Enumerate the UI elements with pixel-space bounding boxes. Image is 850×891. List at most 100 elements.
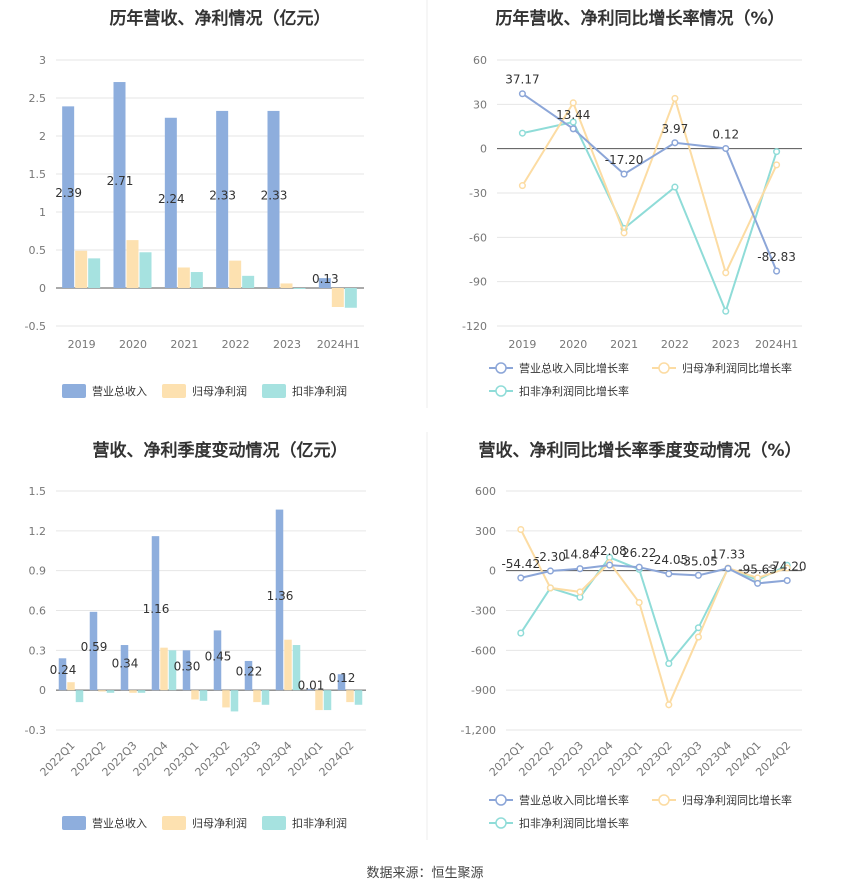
bar-deducted-profit: [292, 645, 301, 691]
point-net-growth: [517, 525, 525, 534]
bar-net-profit: [67, 682, 75, 691]
y-tick-label: 2: [39, 130, 46, 143]
bar-deducted-profit: [344, 288, 357, 308]
point-deducted-growth: [665, 660, 673, 668]
point-net-growth: [671, 94, 679, 102]
point-revenue-growth: [754, 579, 762, 587]
y-tick-label: -0.5: [25, 320, 46, 333]
bar-data-label: 2.33: [209, 188, 236, 202]
legend-label: 营业总收入同比增长率: [519, 793, 629, 807]
bar-revenue: [164, 117, 177, 288]
line-data-label: -2.30: [535, 550, 566, 564]
bar-deducted-profit: [261, 690, 270, 705]
legend-swatch: [62, 816, 86, 830]
bar-revenue: [267, 110, 280, 288]
point-revenue-growth: [694, 571, 702, 579]
y-tick-label: 60: [473, 54, 487, 67]
legend-label: 营业总收入: [92, 816, 147, 830]
line-data-label: 17.33: [711, 547, 745, 561]
line-net-growth: [521, 95, 778, 276]
x-tick-label: 2019: [508, 338, 536, 351]
bar-deducted-profit: [106, 690, 115, 693]
legend-label: 扣非净利润: [292, 384, 347, 398]
data-source-note: 数据来源：恒生聚源: [366, 866, 484, 881]
line-data-label: -17.20: [605, 153, 644, 167]
bar-revenue: [62, 106, 75, 288]
x-tick-label: 2022: [661, 338, 689, 351]
point-revenue-growth: [783, 576, 791, 585]
bar-data-label: 0.22: [236, 665, 263, 679]
bar-data-label: 0.45: [205, 649, 232, 663]
point-revenue-growth: [546, 567, 554, 575]
bar-deducted-profit: [75, 690, 84, 703]
legend-swatch: [495, 794, 507, 806]
legend-label: 归母净利润: [192, 384, 247, 398]
bar-deducted-profit: [242, 275, 255, 288]
legend-label: 归母净利润: [192, 816, 247, 830]
bar-net-profit: [253, 690, 261, 703]
point-revenue-growth: [517, 574, 525, 582]
point-net-growth: [635, 598, 643, 607]
bar-revenue: [151, 536, 160, 691]
bar-net-profit: [98, 690, 106, 692]
bar-revenue: [275, 509, 284, 691]
legend-swatch: [495, 817, 507, 829]
bar-data-label: 2.33: [261, 188, 288, 202]
line-data-label: -24.05: [649, 553, 688, 567]
line-data-label: 26.22: [622, 546, 656, 560]
line-revenue-growth: [520, 564, 788, 585]
bar-net-profit: [160, 647, 168, 691]
line-data-label: 13.44: [556, 108, 590, 122]
bar-deducted-profit: [230, 690, 239, 712]
y-tick-label: -600: [471, 644, 496, 657]
line-data-label: -54.42: [501, 557, 540, 571]
line-data-label: 14.84: [563, 548, 597, 562]
legend-label: 归母净利润同比增长率: [682, 793, 792, 807]
bar-net-profit: [280, 283, 293, 288]
bar-net-profit: [346, 690, 354, 703]
line-data-label: -35.05: [679, 554, 718, 568]
legend-swatch: [262, 384, 286, 398]
point-net-growth: [576, 588, 584, 596]
x-tick-label: 2021: [170, 338, 198, 351]
line-data-label: 37.17: [505, 73, 539, 87]
line-deducted-growth: [522, 120, 778, 315]
point-revenue-growth: [665, 570, 673, 578]
y-tick-label: 1.5: [29, 485, 47, 498]
legend-swatch: [495, 385, 507, 397]
point-net-growth: [722, 269, 730, 277]
bar-data-label: 0.12: [329, 671, 356, 685]
y-tick-label: 0: [489, 565, 496, 578]
y-tick-label: -120: [462, 320, 487, 333]
y-tick-label: 0.5: [29, 244, 47, 257]
quarter-bar-title: 营收、净利季度变动情况（亿元）: [92, 441, 348, 461]
legend-swatch: [658, 362, 670, 374]
bar-revenue: [213, 630, 222, 691]
point-revenue-growth: [606, 561, 614, 569]
bar-revenue: [58, 658, 67, 691]
x-tick-label: 2024H1: [317, 338, 360, 351]
y-tick-label: 0: [39, 684, 46, 697]
bar-data-label: 1.36: [267, 589, 294, 603]
point-revenue-growth: [620, 170, 628, 178]
y-tick-label: -300: [471, 605, 496, 618]
y-tick-label: -90: [469, 276, 487, 289]
quarter-line-title: 营收、净利同比增长率季度变动情况（%）: [478, 441, 802, 461]
point-deducted-growth: [517, 629, 525, 637]
x-tick-label: 2024H1: [755, 338, 798, 351]
point-net-growth: [569, 99, 577, 107]
point-net-growth: [518, 182, 526, 190]
legend-swatch: [62, 384, 86, 398]
bar-revenue: [182, 650, 191, 691]
bar-deducted-profit: [199, 690, 208, 701]
annual-bar-title: 历年营收、净利情况（亿元）: [109, 9, 331, 29]
point-deducted-growth: [694, 624, 702, 632]
line-net-growth: [519, 529, 788, 708]
y-tick-label: 1.2: [29, 525, 47, 538]
point-revenue-growth: [724, 564, 732, 572]
bar-revenue: [306, 688, 315, 691]
y-tick-label: 0: [480, 143, 487, 156]
bar-deducted-profit: [354, 690, 363, 705]
bar-revenue: [216, 110, 229, 288]
